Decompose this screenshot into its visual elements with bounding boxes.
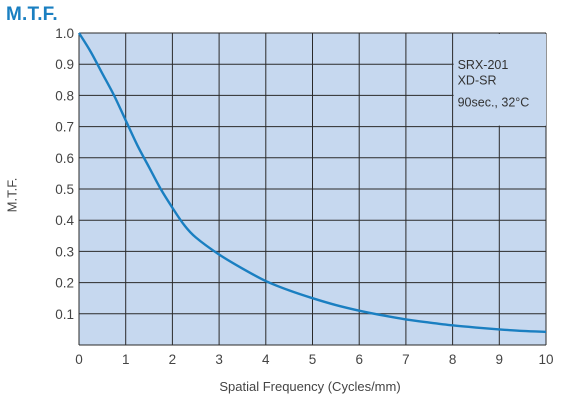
y-tick-label: 0.7: [55, 120, 74, 135]
y-tick-label: 0.2: [55, 276, 74, 291]
y-tick-label: 0.5: [55, 182, 74, 197]
x-tick-label: 0: [75, 352, 83, 367]
chart-title: M.T.F.: [6, 4, 58, 25]
x-tick-label: 1: [122, 352, 130, 367]
x-tick-labels: 0 1 2 3 4 5 6 7 8 9 10: [75, 352, 553, 367]
annotation-line: 90sec., 32°C: [458, 95, 530, 109]
y-tick-label: 0.4: [55, 213, 74, 228]
y-tick-labels: 1.0 0.9 0.8 0.7 0.6 0.5 0.4 0.3 0.2 0.1: [55, 26, 74, 322]
x-tick-label: 7: [402, 352, 410, 367]
annotation-line: XD-SR: [458, 73, 497, 87]
x-tick-label: 10: [538, 352, 553, 367]
annotation-line: SRX-201: [458, 58, 509, 72]
x-tick-label: 3: [215, 352, 223, 367]
y-tick-label: 0.8: [55, 88, 74, 103]
x-tick-label: 9: [496, 352, 504, 367]
x-tick-label: 2: [169, 352, 177, 367]
x-axis-label: Spatial Frequency (Cycles/mm): [219, 379, 401, 394]
x-tick-label: 6: [355, 352, 363, 367]
x-tick-label: 8: [449, 352, 457, 367]
y-tick-label: 0.1: [55, 307, 74, 322]
x-tick-label: 5: [309, 352, 317, 367]
y-tick-label: 0.9: [55, 57, 74, 72]
annotation-background: [453, 34, 546, 126]
y-tick-label: 0.3: [55, 244, 74, 259]
x-tick-label: 4: [262, 352, 270, 367]
mtf-curve: [77, 32, 547, 334]
y-tick-label: 1.0: [55, 26, 74, 41]
y-tick-label: 0.6: [55, 151, 74, 166]
